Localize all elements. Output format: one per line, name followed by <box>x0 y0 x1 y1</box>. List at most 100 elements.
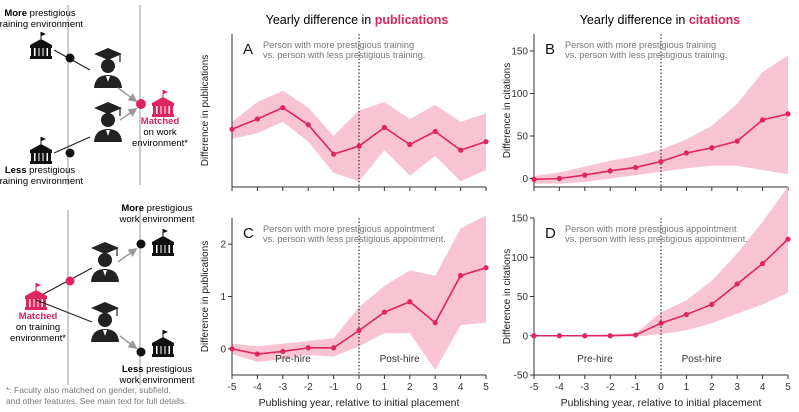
panel-annotation: vs. person with less prestigious appoint… <box>263 234 446 244</box>
data-point <box>331 345 337 351</box>
x-tick-label: -1 <box>329 382 338 393</box>
y-axis-label: Difference in citations <box>502 249 513 344</box>
data-point <box>254 351 260 357</box>
label-less-work-line2: work environment <box>119 375 195 386</box>
data-point <box>582 333 588 339</box>
label-matched-line2: on work <box>143 127 177 138</box>
column-title-publications: Yearly difference in publications <box>266 13 449 27</box>
label-more-training: More prestigious <box>4 8 76 19</box>
y-tick-label: 50 <box>517 292 529 303</box>
x-tick-label: 3 <box>734 382 740 393</box>
y-tick-label: 1 <box>220 292 226 303</box>
x-axis-label: Publishing year, relative to initial pla… <box>259 397 460 409</box>
data-point <box>683 311 690 318</box>
schematic-top: More prestigious training environment Le… <box>0 5 188 187</box>
y-tick-label: 50 <box>517 132 529 143</box>
data-point <box>582 172 588 178</box>
panel-annotation: Person with more prestigious appointment <box>263 224 435 234</box>
confidence-band <box>534 55 788 184</box>
x-tick-label: 5 <box>483 382 489 393</box>
data-point <box>734 138 740 144</box>
label-matched-line3: environment* <box>132 138 188 149</box>
data-point <box>760 260 766 267</box>
data-point <box>432 128 438 135</box>
data-point <box>607 168 613 174</box>
data-point <box>531 176 537 182</box>
label-less-training: Less prestigious <box>5 165 75 176</box>
label-less-training-line2: training environment <box>0 176 83 187</box>
x-axis-label: Publishing year, relative to initial pla… <box>561 397 762 409</box>
label-less-work: Less prestigious <box>122 364 192 375</box>
y-tick-label: 2 <box>220 240 226 251</box>
data-point <box>356 327 362 334</box>
y-tick-label: 0 <box>522 174 528 185</box>
panel-letter: D <box>545 225 556 242</box>
data-point <box>458 272 464 279</box>
y-tick-label: 150 <box>511 214 528 225</box>
university-building-icon <box>25 283 47 310</box>
data-point <box>683 150 690 156</box>
matched-node-dot <box>65 276 75 286</box>
graduate-icon <box>93 47 123 89</box>
data-point <box>483 139 489 145</box>
data-point <box>785 111 791 117</box>
arrow <box>117 87 138 103</box>
y-tick-label: 100 <box>511 253 528 264</box>
data-point <box>229 346 235 352</box>
x-tick-label: 3 <box>432 382 438 393</box>
data-point <box>280 105 286 111</box>
x-tick-label: 5 <box>785 382 791 393</box>
connector-line <box>35 267 93 299</box>
label-matched-line2: on training <box>16 322 60 333</box>
post-hire-label: Post-hire <box>682 354 722 365</box>
label-matched-line3: environment* <box>10 333 66 344</box>
data-point <box>407 299 413 305</box>
pre-hire-label: Pre-hire <box>577 354 613 365</box>
data-point <box>734 281 740 287</box>
data-point <box>356 143 362 149</box>
panel-annotation: Person with more prestigious training <box>565 40 716 50</box>
panel-letter: A <box>243 41 253 58</box>
x-tick-label: 4 <box>458 382 464 393</box>
label-matched: Matched <box>141 116 180 127</box>
y-tick-label: 150 <box>511 47 528 58</box>
arrow <box>119 107 138 121</box>
panel-a-publications-training: A Person with more prestigious trainingvs… <box>200 34 489 191</box>
label-more-work-line2: work environment <box>119 214 195 225</box>
data-point <box>254 116 260 122</box>
x-tick-label: -3 <box>278 382 287 393</box>
confidence-band <box>232 215 486 370</box>
post-hire-label: Post-hire <box>380 354 420 365</box>
panel-annotation: vs. person with less prestigious appoint… <box>565 234 748 244</box>
y-axis-label: Difference in citations <box>502 63 513 158</box>
y-tick-label: 100 <box>511 89 528 100</box>
x-tick-label: 0 <box>658 382 664 393</box>
x-tick-label: -2 <box>304 382 313 393</box>
label-matched: Matched <box>19 311 58 322</box>
connector-line <box>53 136 91 154</box>
x-tick-label: 0 <box>356 382 362 393</box>
y-axis-label: Difference in publications <box>200 241 211 353</box>
university-building-icon <box>152 90 174 117</box>
x-tick-label: 1 <box>684 382 690 393</box>
y-tick-label: -50 <box>514 371 529 382</box>
data-point <box>483 265 489 271</box>
graduate-icon <box>90 301 120 343</box>
panel-annotation: vs. person with less prestigious trainin… <box>263 50 425 60</box>
panel-annotation: vs. person with less prestigious trainin… <box>565 50 727 60</box>
panel-c-publications-appointment: 0 1 2 -5 -4 -3 -2 -1 0 1 2 3 4 5 C Person with more pre… <box>200 215 489 409</box>
data-point <box>633 332 639 338</box>
data-point <box>658 158 664 165</box>
data-point <box>381 309 387 315</box>
data-point <box>331 151 337 157</box>
x-tick-label: -4 <box>555 382 564 393</box>
data-point <box>531 333 537 339</box>
x-tick-label: -1 <box>631 382 640 393</box>
data-point <box>658 320 664 326</box>
y-tick-label: 0 <box>220 344 226 355</box>
data-point <box>407 141 413 148</box>
node-dot <box>136 239 146 249</box>
schematic-bottom: More prestigious work environment Matche… <box>6 203 195 406</box>
x-tick-label: 2 <box>407 382 413 393</box>
